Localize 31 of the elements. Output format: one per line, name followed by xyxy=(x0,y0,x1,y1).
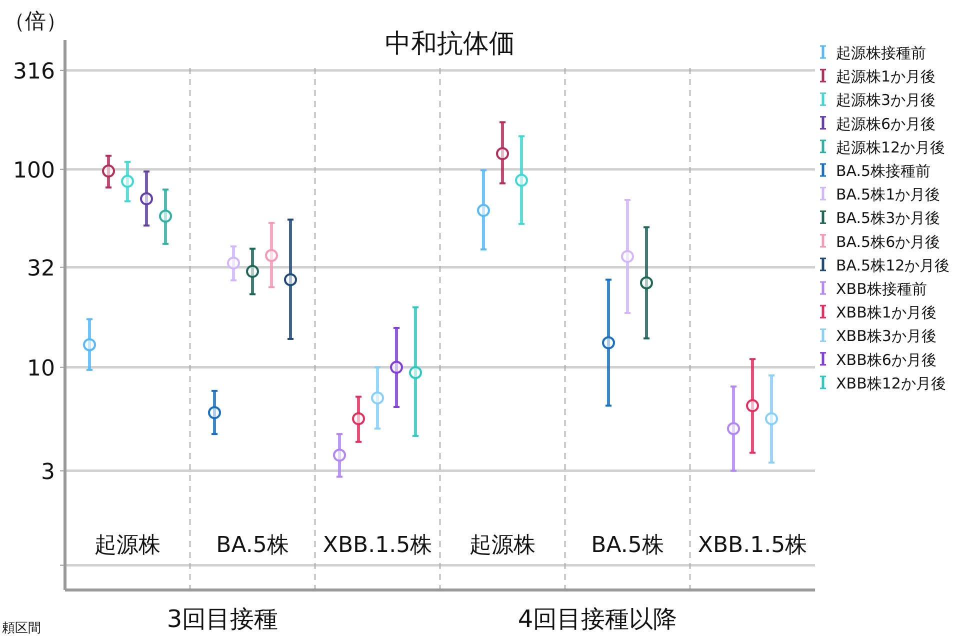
legend-label: BA.5株1か月後 xyxy=(836,186,940,204)
text: 4回目接種以降 xyxy=(518,605,678,633)
x-tick-label: BA.5株 xyxy=(591,533,664,558)
legend-label: XBB株12か月後 xyxy=(836,374,946,392)
y-tick-label: 100 xyxy=(13,158,55,184)
y-tick-label: 32 xyxy=(27,256,55,282)
x-tick-label: XBB.1.5株 xyxy=(698,533,808,558)
text: 3回目接種 xyxy=(166,605,278,633)
y-tick-label: 3 xyxy=(41,460,55,485)
x-tick-label: BA.5株 xyxy=(216,533,289,558)
legend-label: XBB株接種前 xyxy=(836,280,927,298)
y-tick-label: 10 xyxy=(27,356,55,382)
x-tick-label: XBB.1.5株 xyxy=(322,533,432,558)
x-tick-label: 起源株 xyxy=(470,533,536,558)
y-tick-label: 316 xyxy=(13,59,55,84)
legend-label: XBB株6か月後 xyxy=(836,350,936,369)
legend-label: XBB株1か月後 xyxy=(836,304,936,322)
text: 頼区間 xyxy=(2,621,41,636)
x-tick-label: 起源株 xyxy=(94,533,160,558)
legend-label: 起源株接種前 xyxy=(836,44,926,62)
legend-label: BA.5株接種前 xyxy=(836,162,931,180)
legend-label: BA.5株12か月後 xyxy=(836,256,950,274)
legend-label: 起源株1か月後 xyxy=(836,68,936,86)
legend-label: XBB株3か月後 xyxy=(836,327,936,346)
legend-label: BA.5株6か月後 xyxy=(836,232,940,251)
legend-label: 起源株3か月後 xyxy=(836,91,936,110)
legend-label: BA.5株3か月後 xyxy=(836,209,940,228)
legend-label: 起源株6か月後 xyxy=(836,114,936,133)
legend-label: 起源株12か月後 xyxy=(836,138,946,156)
chart-title: 中和抗体価 xyxy=(385,29,515,59)
y-axis-title: （倍） xyxy=(4,9,67,33)
